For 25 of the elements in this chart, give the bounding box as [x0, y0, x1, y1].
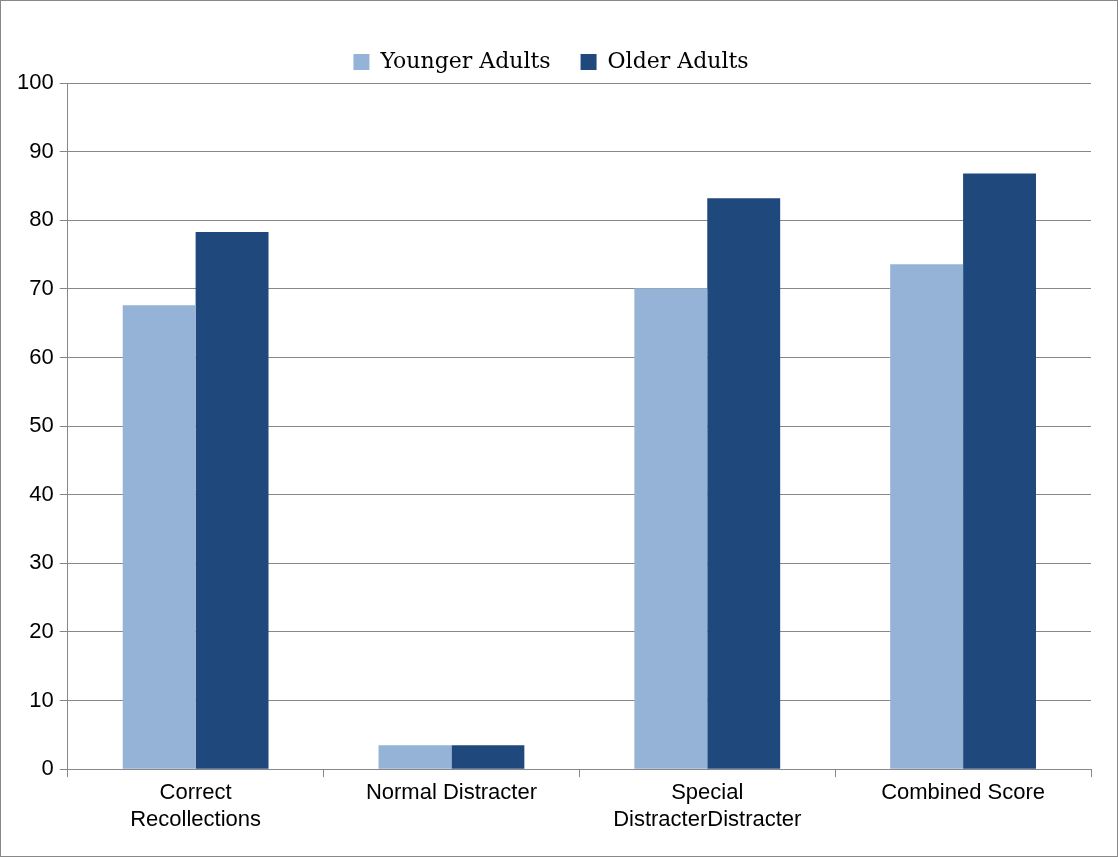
bar — [634, 288, 708, 769]
x-tick-label: Special DistracterDistracter — [613, 779, 802, 831]
y-tick-label: 30 — [29, 549, 54, 575]
y-tick-label: 20 — [29, 618, 54, 644]
bar — [890, 264, 964, 769]
y-tick-label: 80 — [29, 206, 54, 232]
legend-label: Younger Adults — [379, 47, 551, 73]
bar — [707, 198, 781, 769]
x-tick-label: Correct Recollections — [130, 779, 262, 831]
x-tick-label: Normal Distracter — [365, 779, 538, 805]
bar — [122, 305, 196, 769]
y-tick-label: 70 — [29, 274, 54, 300]
bar — [195, 231, 269, 769]
y-tick-label: 50 — [29, 412, 54, 438]
bar — [451, 745, 525, 769]
y-tick-label: 60 — [29, 343, 54, 369]
y-tick-label: 100 — [16, 69, 54, 95]
y-tick-label: 0 — [41, 755, 54, 781]
bar — [378, 745, 452, 769]
y-tick-label: 10 — [29, 686, 54, 712]
legend-label: Older Adults — [607, 47, 749, 73]
bar — [963, 173, 1036, 769]
x-tick-label: Combined Score — [881, 779, 1046, 805]
y-tick-label: 90 — [29, 137, 54, 163]
y-tick-label: 40 — [29, 480, 54, 506]
